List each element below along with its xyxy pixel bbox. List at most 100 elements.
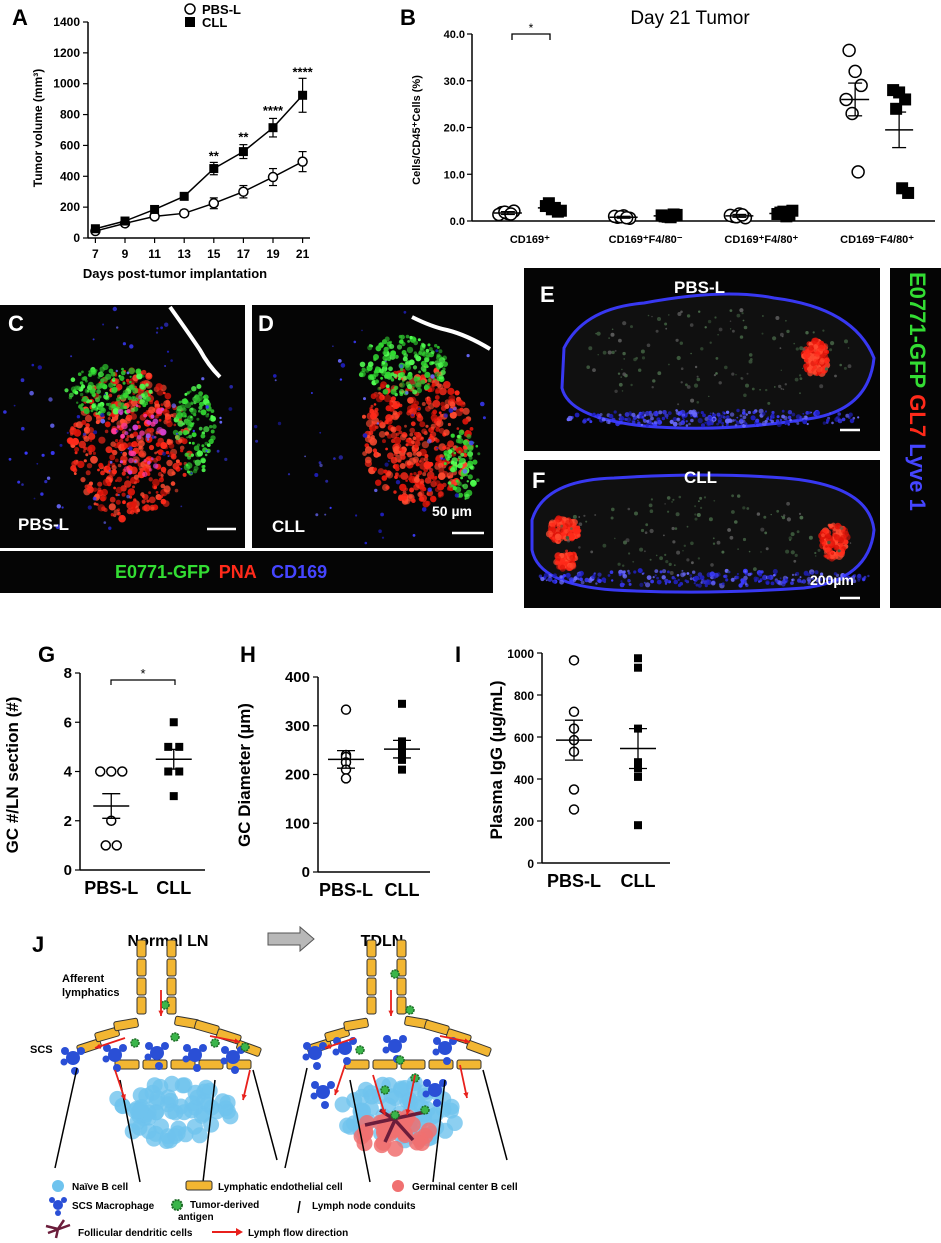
g-plot-y-tick-label: 2 bbox=[64, 813, 72, 830]
lyve1-signal bbox=[802, 412, 805, 415]
pna-signal bbox=[442, 445, 447, 450]
gfp-signal bbox=[82, 396, 88, 402]
lyve1-signal bbox=[745, 413, 748, 416]
lyve1-signal bbox=[579, 577, 583, 582]
gfp-signal bbox=[814, 551, 817, 555]
lyve1-signal bbox=[672, 421, 678, 427]
gfp-signal bbox=[182, 422, 186, 426]
pna-signal bbox=[171, 471, 176, 476]
gfp-signal bbox=[622, 321, 627, 326]
gl7-signal bbox=[806, 349, 810, 354]
lyve1-signal bbox=[791, 578, 795, 582]
a-y-tick-label: 0 bbox=[73, 231, 80, 245]
flow-arrowhead bbox=[388, 1010, 394, 1016]
lyve1-signal bbox=[559, 575, 563, 579]
cd169-signal bbox=[93, 430, 98, 435]
lyve1-signal bbox=[580, 580, 585, 585]
cd169-signal bbox=[115, 369, 119, 373]
gfp-signal bbox=[418, 370, 421, 374]
a-y-tick-label: 800 bbox=[60, 108, 80, 122]
lyve1-signal bbox=[852, 416, 856, 420]
gfp-signal bbox=[690, 398, 695, 403]
gfp-signal bbox=[407, 340, 410, 343]
lyve1-signal bbox=[806, 577, 812, 582]
pna-signal bbox=[93, 502, 97, 506]
gfp-signal bbox=[610, 332, 615, 337]
gfp-signal bbox=[789, 538, 792, 542]
gl7-signal bbox=[823, 551, 827, 554]
gfp-signal bbox=[359, 370, 366, 378]
lyve1-signal bbox=[721, 582, 725, 586]
gfp-signal bbox=[704, 326, 707, 329]
lyve1-signal bbox=[662, 410, 667, 415]
cd169-signal bbox=[108, 526, 112, 530]
cd169-signal bbox=[427, 487, 432, 492]
pna-signal bbox=[419, 462, 427, 470]
flow-arrowhead bbox=[380, 1109, 386, 1115]
pna-signal bbox=[454, 390, 460, 396]
lyve1-signal bbox=[666, 417, 669, 420]
lyve1-signal bbox=[743, 575, 748, 581]
lyve1-signal bbox=[693, 582, 696, 585]
gfp-signal bbox=[623, 358, 625, 360]
gfp-signal bbox=[614, 349, 617, 352]
gfp-signal bbox=[648, 503, 653, 508]
gfp-signal bbox=[400, 334, 405, 340]
pna-signal bbox=[71, 437, 80, 446]
lyve1-signal bbox=[789, 418, 792, 422]
gfp-signal bbox=[83, 408, 90, 415]
gfp-signal bbox=[774, 386, 776, 388]
gfp-signal bbox=[145, 383, 149, 387]
b-point-PBS-L bbox=[845, 106, 859, 121]
lyve1-signal bbox=[682, 418, 685, 421]
gfp-signal bbox=[783, 514, 786, 517]
pna-signal bbox=[133, 474, 139, 480]
gfp-signal bbox=[397, 377, 401, 381]
gfp-signal bbox=[786, 501, 790, 506]
lyve1-signal bbox=[631, 412, 636, 417]
gfp-signal bbox=[634, 511, 638, 516]
lyve1-signal bbox=[794, 573, 797, 576]
gfp-signal bbox=[468, 456, 473, 460]
lec-segment bbox=[344, 1059, 370, 1070]
gfp-signal bbox=[849, 542, 852, 544]
cd169-signal bbox=[430, 374, 435, 379]
gfp-signal bbox=[359, 361, 366, 368]
tumor-antigen bbox=[160, 1000, 170, 1010]
a-significance: ** bbox=[238, 129, 249, 144]
h-plot-point-CLL bbox=[398, 765, 406, 774]
gfp-signal bbox=[390, 378, 395, 382]
h-plot-point-CLL bbox=[398, 699, 406, 708]
gfp-signal bbox=[449, 484, 453, 488]
micrograph-f: F CLL 200µm bbox=[524, 460, 880, 608]
gfp-signal bbox=[82, 376, 88, 381]
legend-mac-label: SCS Macrophage bbox=[72, 1201, 155, 1212]
cd169-signal bbox=[362, 433, 368, 438]
cd169-signal bbox=[254, 424, 258, 429]
lyve1-signal bbox=[800, 580, 803, 584]
gfp-signal bbox=[686, 314, 691, 318]
cd169-signal bbox=[339, 378, 343, 381]
gfp-signal bbox=[844, 339, 848, 344]
legend-mac-icon bbox=[49, 1197, 67, 1216]
gfp-signal bbox=[751, 387, 755, 391]
gfp-signal bbox=[578, 522, 583, 526]
lyve1-signal bbox=[710, 580, 716, 586]
cd169-signal bbox=[48, 397, 53, 402]
panel-label-e: E bbox=[540, 282, 555, 307]
naive-b-cell bbox=[362, 1100, 379, 1117]
lyve1-signal bbox=[624, 418, 628, 421]
cd169-signal bbox=[55, 524, 61, 530]
pna-signal bbox=[92, 487, 98, 492]
lyve1-signal bbox=[680, 572, 685, 578]
a-point-CLL bbox=[238, 147, 248, 157]
gfp-signal bbox=[721, 550, 725, 554]
gfp-signal bbox=[412, 337, 417, 342]
gfp-signal bbox=[700, 506, 703, 509]
stain-cd169: CD169 bbox=[271, 562, 328, 582]
gfp-signal bbox=[467, 460, 474, 467]
pna-signal bbox=[163, 400, 171, 408]
cd169-signal bbox=[329, 506, 332, 509]
